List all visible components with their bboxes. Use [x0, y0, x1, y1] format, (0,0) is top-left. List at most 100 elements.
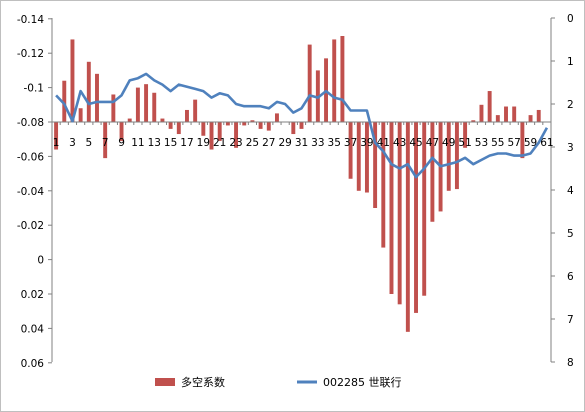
right-tick-label: 0	[567, 13, 574, 25]
bar	[242, 122, 247, 126]
x-category-label: 47	[426, 137, 439, 149]
right-tick-label: 5	[567, 228, 574, 240]
left-tick-label: 0	[37, 255, 44, 267]
x-category-label: 15	[164, 137, 177, 149]
bar	[454, 122, 459, 190]
bar	[356, 122, 361, 191]
right-tick-label: 7	[567, 314, 574, 326]
right-tick-label: 8	[567, 357, 574, 369]
bar	[111, 94, 116, 122]
bar	[70, 39, 75, 122]
x-category-label: 29	[278, 137, 291, 149]
x-category-label: 31	[295, 137, 308, 149]
x-category-label: 3	[69, 137, 76, 149]
bar	[528, 115, 533, 122]
legend-label-bar: 多空系数	[181, 375, 225, 389]
x-category-label: 33	[311, 137, 324, 149]
x-category-label: 21	[213, 137, 226, 149]
left-tick-label: 0.02	[21, 289, 44, 301]
x-category-label: 5	[85, 137, 92, 149]
bar	[217, 122, 222, 141]
left-tick-label: -0.06	[17, 151, 44, 163]
x-category-label: 23	[229, 137, 242, 149]
left-tick-label: 0.04	[21, 323, 45, 335]
x-category-label: 27	[262, 137, 275, 149]
bar	[193, 99, 198, 122]
x-category-label: 45	[409, 137, 422, 149]
x-category-label: 13	[148, 137, 161, 149]
right-tick-label: 2	[567, 99, 574, 111]
bar	[389, 122, 394, 294]
x-category-label: 1	[53, 137, 60, 149]
bar	[144, 84, 149, 122]
bar	[479, 104, 484, 122]
left-tick-label: -0.02	[17, 220, 44, 232]
bar	[520, 122, 525, 159]
x-category-label: 51	[458, 137, 471, 149]
right-y-axis: 0 1 2 3 4 5 6 7 8	[550, 13, 574, 369]
bar	[307, 44, 312, 122]
x-category-label: 39	[360, 137, 373, 149]
bar	[381, 122, 386, 248]
left-tick-label: -0.04	[17, 186, 44, 198]
x-category-label: 37	[344, 137, 357, 149]
bar	[348, 122, 353, 179]
x-category-label: 17	[180, 137, 193, 149]
x-category-label: 25	[246, 137, 259, 149]
x-category-label: 19	[197, 137, 210, 149]
zero-baseline	[51, 121, 552, 125]
bar	[471, 120, 476, 122]
bar	[340, 36, 345, 122]
bar	[397, 122, 402, 305]
x-category-label: 61	[540, 137, 553, 149]
left-tick-label: 0.06	[21, 358, 45, 370]
bar	[119, 122, 124, 141]
bar	[185, 109, 189, 122]
right-tick-label: 4	[567, 185, 574, 197]
bar	[225, 122, 230, 126]
bar	[62, 80, 67, 122]
bar	[209, 122, 214, 150]
bar	[135, 87, 140, 122]
bar	[168, 122, 173, 129]
bar	[446, 122, 451, 191]
bar	[176, 122, 181, 135]
bar-series-duokong	[54, 36, 541, 332]
bar	[291, 122, 296, 135]
right-tick-label: 3	[567, 142, 574, 154]
bar	[152, 92, 157, 122]
legend-label-line: 002285 世联行	[323, 376, 402, 389]
x-category-label: 9	[118, 137, 125, 149]
x-category-label: 43	[393, 137, 406, 149]
line-series-002285	[55, 72, 549, 179]
bar	[86, 61, 91, 122]
bar	[487, 91, 492, 122]
left-tick-label: -0.08	[17, 117, 44, 129]
bar	[504, 106, 508, 122]
x-axis-category-labels: 1 3 5 7 9 11 13 15 17 19 21 23 25 27 29 31 33 35 37 39 41 43 4…	[53, 137, 554, 149]
x-category-label: 11	[131, 137, 144, 149]
x-category-label: 7	[102, 137, 109, 149]
x-category-label: 35	[328, 137, 341, 149]
x-category-label: 53	[475, 137, 488, 149]
bar	[234, 122, 239, 148]
left-y-axis: -0.14 -0.12 -0.1 -0.08 -0.06 -0.04 -0.02 0 0.02 0…	[17, 14, 53, 370]
bar	[430, 122, 435, 222]
bar	[536, 109, 541, 122]
bar	[463, 122, 468, 148]
left-tick-label: -0.1	[24, 83, 45, 95]
bar	[250, 120, 255, 122]
bar	[274, 113, 279, 122]
right-tick-label: 6	[567, 271, 574, 283]
bar	[201, 122, 206, 136]
price-line	[55, 72, 549, 179]
bar	[54, 122, 59, 150]
left-tick-label: -0.14	[17, 14, 44, 26]
x-category-label: 57	[508, 137, 521, 149]
left-tick-label: -0.12	[17, 48, 44, 60]
legend-swatch-bar	[155, 378, 175, 386]
bar	[495, 115, 500, 122]
bar	[422, 122, 427, 296]
